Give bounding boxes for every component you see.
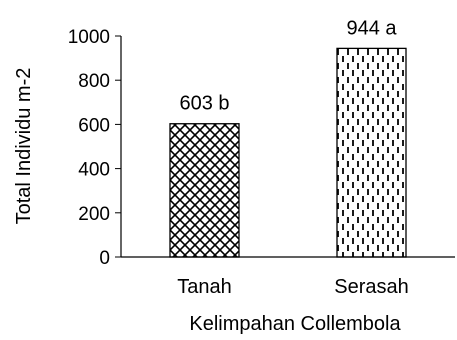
y-tick-label: 200	[78, 204, 110, 225]
y-tick-label: 600	[78, 115, 110, 136]
y-tick-label: 1000	[68, 27, 110, 48]
y-tick-label: 800	[78, 71, 110, 92]
y-tick-label: 0	[99, 248, 110, 269]
y-tick-label: 400	[78, 160, 110, 181]
bar-tanah	[169, 123, 240, 258]
y-axis-title: Total Individu m-2	[13, 68, 35, 225]
data-label-tanah: 603 b	[179, 93, 229, 115]
axes	[120, 36, 455, 258]
data-label-serasah: 944 a	[346, 17, 397, 39]
x-axis-title: Kelimpahan Collembola	[189, 313, 401, 335]
y-axis-ticks: 0 200 400 600 800 1000	[68, 27, 121, 269]
category-label-serasah: Serasah	[334, 276, 409, 298]
category-label-tanah: Tanah	[177, 276, 232, 298]
bar-serasah	[336, 47, 407, 258]
bars: 603 b Tanah 944 a Serasah	[169, 17, 409, 298]
